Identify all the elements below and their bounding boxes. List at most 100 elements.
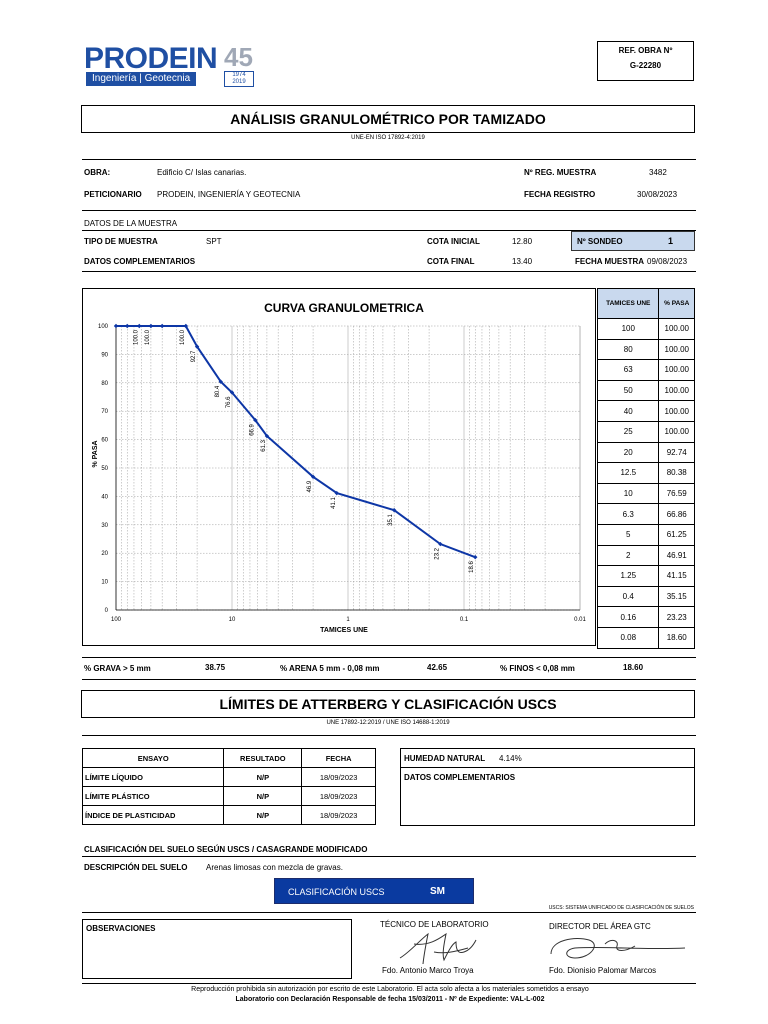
data-point <box>253 417 258 423</box>
sondeo-box: Nº SONDEO 1 <box>571 231 695 251</box>
divider <box>82 210 696 211</box>
data-label: 100.0 <box>145 329 151 345</box>
table-row: 0.16 23.23 <box>596 606 695 628</box>
y-tick-label: 0 <box>105 608 109 614</box>
descripcion-value: Arenas limosas con mezcla de gravas. <box>206 863 343 872</box>
data-label: 35.1 <box>388 514 394 526</box>
table-row: 10 76.59 <box>596 482 695 505</box>
table-row: 25 100.00 <box>596 420 695 443</box>
atterberg-title-box: LÍMITES DE ATTERBERG Y CLASIFICACIÓN USC… <box>81 690 695 718</box>
sondeo-value: 1 <box>668 236 674 246</box>
descripcion-label: DESCRIPCIÓN DEL SUELO <box>84 863 188 872</box>
pass-percent-cell: 46.91 <box>658 544 695 567</box>
chart-frame <box>82 288 596 646</box>
data-label: 23.2 <box>434 547 440 559</box>
fecha-cell: 18/09/2023 <box>301 805 376 825</box>
pass-percent-cell: 80.38 <box>658 462 695 484</box>
peticionario-label: PETICIONARIO <box>84 190 142 199</box>
sieve-size-cell: 10 <box>596 482 660 505</box>
pass-percent-cell: 76.59 <box>658 482 695 505</box>
data-label: 61.3 <box>261 439 267 451</box>
sieve-size-cell: 80 <box>596 338 660 361</box>
table-row: 0.4 35.15 <box>596 585 695 608</box>
table-row: 100 100.00 <box>596 318 695 340</box>
pass-percent-cell: 35.15 <box>658 585 695 608</box>
y-tick-label: 20 <box>101 551 108 557</box>
sieve-size-cell: 0.16 <box>596 606 660 628</box>
fecha-cell: 18/09/2023 <box>301 767 376 787</box>
series-line <box>116 325 476 559</box>
table-row: 12.5 80.38 <box>596 462 695 484</box>
table-row: 40 100.00 <box>596 400 695 422</box>
table-row: 80 100.00 <box>596 338 695 361</box>
y-tick-label: 10 <box>101 580 108 586</box>
humedad-row: HUMEDAD NATURAL 4.14% <box>401 749 694 768</box>
ref-label: REF. OBRA Nº <box>618 46 673 55</box>
data-point <box>334 490 339 496</box>
table-row: 0.08 18.60 <box>596 626 695 649</box>
fecha-muestra-value: 09/08/2023 <box>647 257 688 266</box>
sieve-head: TAMICES UNE <box>596 288 660 319</box>
tecnico-name: Fdo. Antonio Marco Troya <box>382 966 474 975</box>
divider <box>82 856 696 857</box>
table-row: 63 100.00 <box>596 359 695 381</box>
director-signature <box>550 938 686 959</box>
obra-label: OBRA: <box>84 168 111 177</box>
data-point <box>194 344 200 349</box>
finos-value: 18.60 <box>623 663 644 672</box>
arena-value: 42.65 <box>427 663 448 672</box>
sieve-size-cell: 25 <box>596 420 660 443</box>
y-tick-label: 60 <box>101 438 108 444</box>
fecha-muestra-label: FECHA MUESTRA <box>575 257 645 266</box>
chart-ylabel: % PASA <box>92 440 99 467</box>
pass-percent-cell: 92.74 <box>658 441 695 464</box>
ref-box: REF. OBRA Nº G-22280 <box>597 41 694 81</box>
table-row: ÍNDICE DE PLASTICIDAD N/P 18/09/2023 <box>81 805 376 825</box>
logo-name: PRODEIN <box>84 42 218 75</box>
director-title: DIRECTOR DEL ÁREA GTC <box>549 922 651 931</box>
y-tick-label: 70 <box>101 409 108 415</box>
uscs-classification-badge: CLASIFICACIÓN USCS SM <box>274 878 474 904</box>
humedad-label: HUMEDAD NATURAL <box>404 754 486 763</box>
pass-percent-cell: 100.00 <box>658 400 695 422</box>
x-tick-label: 0.1 <box>460 617 469 623</box>
obra-value: Edificio C/ Islas canarias. <box>157 168 247 177</box>
x-tick-label: 1 <box>346 617 350 623</box>
divider <box>82 657 696 658</box>
sieve-table: TAMICES UNE % PASA 100 100.00 80 100.00 63 10… <box>596 288 695 649</box>
pass-percent-cell: 66.86 <box>658 503 695 525</box>
table-row: LÍMITE PLÁSTICO N/P 18/09/2023 <box>81 786 376 806</box>
humedad-box: HUMEDAD NATURAL 4.14% DATOS COMPLEMENTAR… <box>400 748 695 826</box>
finos-label: % FINOS < 0,08 mm <box>500 664 575 673</box>
data-point <box>113 323 119 329</box>
data-point <box>264 433 270 439</box>
divider <box>82 983 696 984</box>
pass-percent-cell: 100.00 <box>658 379 695 402</box>
observaciones-box: OBSERVACIONES <box>82 919 352 979</box>
y-tick-label: 40 <box>101 494 108 500</box>
arena-label: % ARENA 5 mm - 0,08 mm <box>280 664 380 673</box>
reg-muestra-value: 3482 <box>649 168 667 177</box>
data-label: 80.4 <box>215 385 221 397</box>
data-label: 46.9 <box>307 480 313 492</box>
chart-xlabel: TAMICES UNE <box>320 627 368 634</box>
x-tick-label: 100 <box>111 617 122 623</box>
sieve-table-header: TAMICES UNE % PASA <box>596 288 695 319</box>
divider <box>82 159 696 160</box>
data-label: 18.6 <box>469 561 475 573</box>
resultado-cell: N/P <box>223 786 303 806</box>
sieve-size-cell: 1.25 <box>596 565 660 587</box>
page-title: ANÁLISIS GRANULOMÉTRICO POR TAMIZADO <box>230 111 546 127</box>
pass-percent-cell: 100.00 <box>658 420 695 443</box>
fecha-registro-label: FECHA REGISTRO <box>524 190 596 199</box>
data-point <box>310 474 316 479</box>
peticionario-value: PRODEIN, INGENIERÍA Y GEOTECNIA <box>157 190 301 199</box>
y-tick-label: 50 <box>101 466 108 472</box>
data-label: 66.9 <box>249 423 255 435</box>
logo: PRODEIN 45 Ingeniería | Geotecnia 1974 2… <box>84 44 264 94</box>
tecnico-signature <box>399 932 477 965</box>
tipo-muestra-label: TIPO DE MUESTRA <box>84 237 158 246</box>
humedad-value: 4.14% <box>499 754 522 763</box>
logo-year-start: 1974 <box>232 72 246 78</box>
resultado-cell: N/P <box>223 767 303 787</box>
